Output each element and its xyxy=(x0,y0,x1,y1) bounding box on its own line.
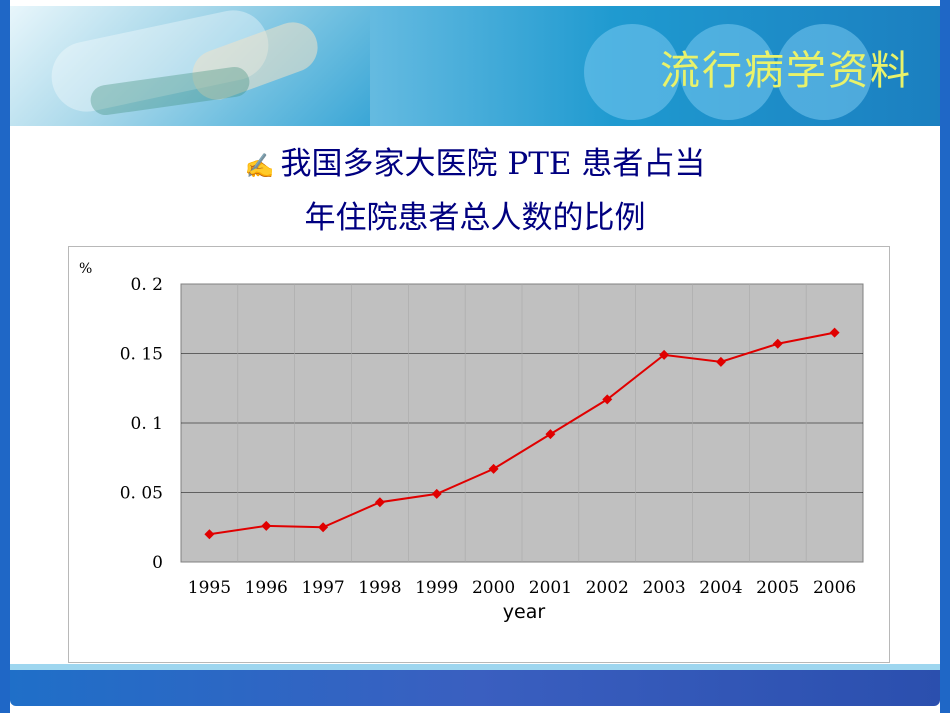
data-point-marker xyxy=(261,520,272,531)
gridlines xyxy=(181,284,863,562)
y-tick-label: 0. 15 xyxy=(120,345,163,365)
data-point-marker xyxy=(772,338,783,349)
data-point-marker xyxy=(204,529,215,540)
y-axis-ticks: 0 0. 05 0. 1 0. 15 0. 2 xyxy=(120,275,163,573)
x-tick-label: 1998 xyxy=(358,578,401,598)
x-tick-label: 2000 xyxy=(472,578,515,598)
data-point-marker xyxy=(829,327,840,338)
x-tick-label: 2002 xyxy=(586,578,629,598)
data-point-marker xyxy=(659,349,670,360)
left-border xyxy=(0,0,10,713)
writing-hand-icon: ✍ xyxy=(244,152,275,180)
header-banner: 流行病学资料 xyxy=(10,6,940,126)
footer-bar xyxy=(10,670,940,706)
data-point-marker xyxy=(318,522,329,533)
surgery-photo xyxy=(10,6,370,126)
series-line xyxy=(209,331,835,536)
right-border xyxy=(940,0,950,713)
x-tick-label: 2004 xyxy=(699,578,742,598)
decor-circle xyxy=(776,24,872,120)
x-tick-label: 2003 xyxy=(642,578,685,598)
subtitle-text-1: 我国多家大医院 PTE 患者占当 xyxy=(280,146,706,182)
x-tick-label: 1996 xyxy=(245,578,288,598)
footer-accent xyxy=(10,664,940,670)
x-tick-label: 1999 xyxy=(415,578,458,598)
x-tick-label: 1997 xyxy=(301,578,344,598)
y-tick-label: 0 xyxy=(152,553,163,573)
x-tick-label: 1995 xyxy=(188,578,231,598)
y-axis-label: % xyxy=(79,261,92,277)
chart-frame: 0 0. 05 0. 1 0. 15 0. 2 1995 1996 1997 1998 1999… xyxy=(68,246,890,663)
slide-subtitle-line2: 年住院患者总人数的比例 xyxy=(304,200,646,236)
decor-circle xyxy=(584,24,680,120)
x-axis-ticks: 1995 1996 1997 1998 1999 2000 2001 2002 2003 2004… xyxy=(188,578,856,598)
slide-subtitle-line1: ✍ 我国多家大医院 PTE 患者占当 xyxy=(0,138,950,183)
x-tick-label: 2001 xyxy=(529,578,572,598)
y-tick-label: 0. 1 xyxy=(131,414,163,434)
decor-circle xyxy=(680,24,776,120)
data-point-marker xyxy=(602,394,613,405)
x-axis-label: year xyxy=(503,601,546,623)
line-chart: 0 0. 05 0. 1 0. 15 0. 2 1995 1996 1997 1998 1999… xyxy=(79,261,864,623)
header-title: 流行病学资料 xyxy=(660,48,912,94)
y-tick-label: 0. 2 xyxy=(131,275,163,295)
data-point-marker xyxy=(431,488,442,499)
data-point-marker xyxy=(374,497,385,508)
x-tick-label: 2005 xyxy=(756,578,799,598)
y-tick-label: 0. 05 xyxy=(120,484,163,504)
data-point-marker xyxy=(715,356,726,367)
x-tick-label: 2006 xyxy=(813,578,856,598)
data-point-marker xyxy=(488,463,499,474)
data-point-marker xyxy=(545,429,556,440)
series-group xyxy=(204,327,840,540)
